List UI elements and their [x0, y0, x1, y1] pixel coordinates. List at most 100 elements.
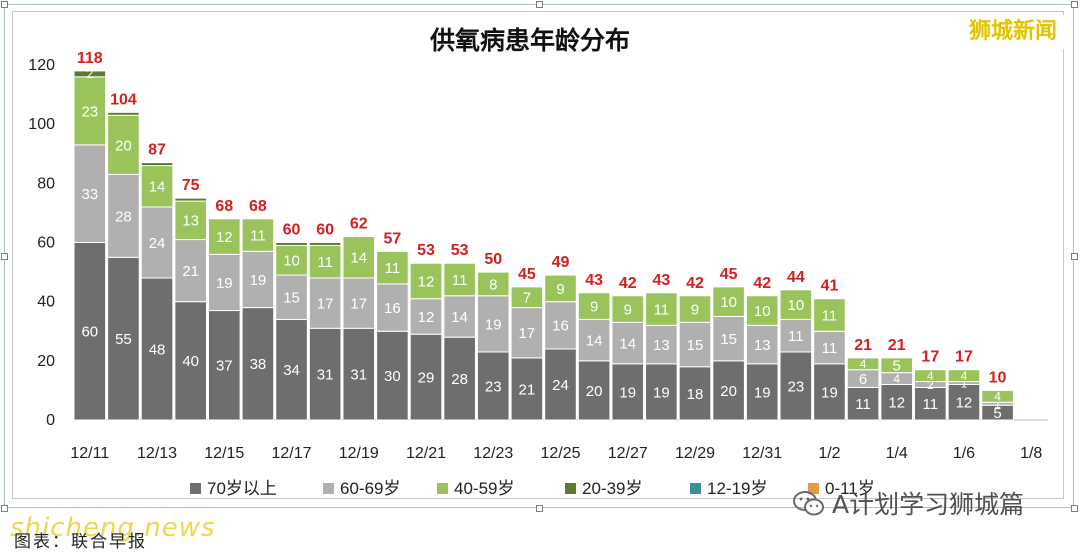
- bar-segment-label: 2: [927, 378, 934, 392]
- legend-label: 20-39岁: [582, 479, 642, 498]
- legend-swatch: [690, 483, 701, 494]
- bar-segment-label: 20: [586, 383, 603, 400]
- bar-segment-label: 14: [586, 333, 603, 350]
- bar-segment-label: 10: [754, 303, 771, 320]
- bar-segment-label: 17: [317, 296, 334, 313]
- bar-segment-label: 2: [86, 67, 93, 81]
- chart-source: 图表：联合早报: [14, 532, 147, 552]
- bar-segment-label: 24: [552, 377, 569, 394]
- x-tick-label: 1/6: [953, 445, 975, 462]
- bar-segment-label: 19: [754, 384, 771, 401]
- bar-segment-label: 11: [250, 228, 266, 245]
- bar-segment: [914, 386, 947, 421]
- bar-segment: [577, 360, 611, 421]
- bar-segment: [712, 360, 745, 421]
- bar-segment-label: 19: [485, 316, 502, 333]
- bar-total-label: 43: [652, 272, 670, 289]
- resize-handle-top-left[interactable]: [1, 1, 8, 8]
- bar-segment-label: 28: [451, 371, 468, 388]
- resize-handle-middle-left[interactable]: [1, 253, 8, 260]
- bar-segment-label: 11: [317, 254, 333, 271]
- bar-segment-label: 23: [788, 378, 805, 395]
- bar-segment: [275, 242, 308, 246]
- bar-segment: [544, 274, 577, 303]
- resize-handle-bottom-center[interactable]: [536, 505, 543, 512]
- bar-segment: [140, 165, 174, 208]
- bar-segment: [308, 244, 342, 279]
- bar-segment: [745, 363, 779, 421]
- legend-swatch: [565, 483, 576, 494]
- bar-total-label: 50: [484, 251, 502, 268]
- bar-segment-label: 11: [822, 307, 838, 324]
- bar-segment-label: 20: [115, 137, 132, 154]
- bar-segment: [779, 289, 813, 320]
- bar-segment-label: 18: [687, 386, 704, 403]
- bar-segment: [443, 262, 476, 297]
- resize-handle-bottom-right[interactable]: [1071, 505, 1078, 512]
- bar-total-label: 17: [921, 349, 939, 366]
- y-tick-label: 80: [37, 175, 55, 192]
- bar-segment: [678, 366, 712, 421]
- bar-segment: [476, 295, 510, 353]
- bar-segment: [947, 369, 981, 383]
- bar-segment-label: 7: [523, 290, 531, 307]
- bar-segment-label: 10: [720, 294, 737, 311]
- bar-total-label: 43: [585, 272, 603, 289]
- bar-segment: [207, 253, 241, 312]
- bar-total-label: 53: [451, 242, 469, 259]
- bar-segment: [476, 271, 510, 297]
- resize-handle-middle-right[interactable]: [1071, 253, 1078, 260]
- resize-handle-bottom-left[interactable]: [1, 505, 8, 512]
- bar-segment-label: 14: [451, 309, 468, 326]
- bar-segment: [107, 173, 140, 258]
- bar-segment-label: 4: [860, 357, 867, 371]
- bar-segment-label: 24: [149, 235, 166, 252]
- bar-segment-label: 20: [720, 383, 737, 400]
- bar-segment-label: 14: [149, 179, 166, 196]
- site-watermark: shicheng.news: [10, 513, 216, 543]
- bar-segment: [207, 310, 241, 421]
- resize-handle-top-center[interactable]: [536, 1, 543, 8]
- bar-total-label: 68: [215, 198, 233, 215]
- bar-segment-label: 14: [350, 250, 367, 267]
- bar-total-label: 104: [110, 91, 137, 108]
- bar-segment: [73, 76, 107, 146]
- bar-segment-label: 40: [182, 353, 199, 370]
- bar-total-label: 75: [182, 177, 200, 194]
- bar-segment: [678, 321, 712, 368]
- bar-segment: [409, 298, 443, 335]
- bar-total-label: 44: [787, 269, 805, 286]
- bar-segment-label: 55: [115, 331, 132, 348]
- bar-total-label: 42: [686, 275, 704, 292]
- bar-segment: [73, 242, 107, 421]
- bar-segment-label: 9: [624, 301, 632, 318]
- bar-segment-label: 16: [384, 300, 401, 317]
- resize-handle-top-right[interactable]: [1071, 1, 1078, 8]
- bar-segment-label: 11: [452, 272, 468, 289]
- bar-segment-label: 13: [653, 337, 670, 354]
- bar-segment: [712, 286, 745, 317]
- bar-segment: [880, 357, 914, 374]
- bar-segment: [409, 262, 443, 300]
- bar-segment: [645, 324, 678, 365]
- bar-segment: [678, 295, 712, 323]
- bar-segment-label: 10: [283, 253, 300, 270]
- y-tick-label: 0: [46, 412, 55, 429]
- bar-segment: [342, 236, 376, 279]
- bar-segment-label: 21: [519, 381, 536, 398]
- bar-segment-label: 15: [687, 337, 704, 354]
- bar-segment: [241, 250, 275, 309]
- bar-segment-label: 17: [350, 296, 367, 313]
- bar-segment: [376, 330, 409, 421]
- bar-segment-label: 8: [489, 276, 497, 293]
- bar-segment: [140, 277, 174, 421]
- y-tick-label: 100: [28, 116, 55, 133]
- bar-segment: [275, 318, 308, 421]
- bar-segment-label: 31: [350, 367, 367, 384]
- bar-segment-label: 19: [653, 384, 670, 401]
- bar-segment: [476, 351, 510, 421]
- bar-segment-label: 28: [115, 208, 132, 225]
- bar-segment-label: 33: [81, 186, 98, 203]
- bar-total-label: 42: [619, 275, 637, 292]
- bar-segment-label: 31: [317, 367, 334, 384]
